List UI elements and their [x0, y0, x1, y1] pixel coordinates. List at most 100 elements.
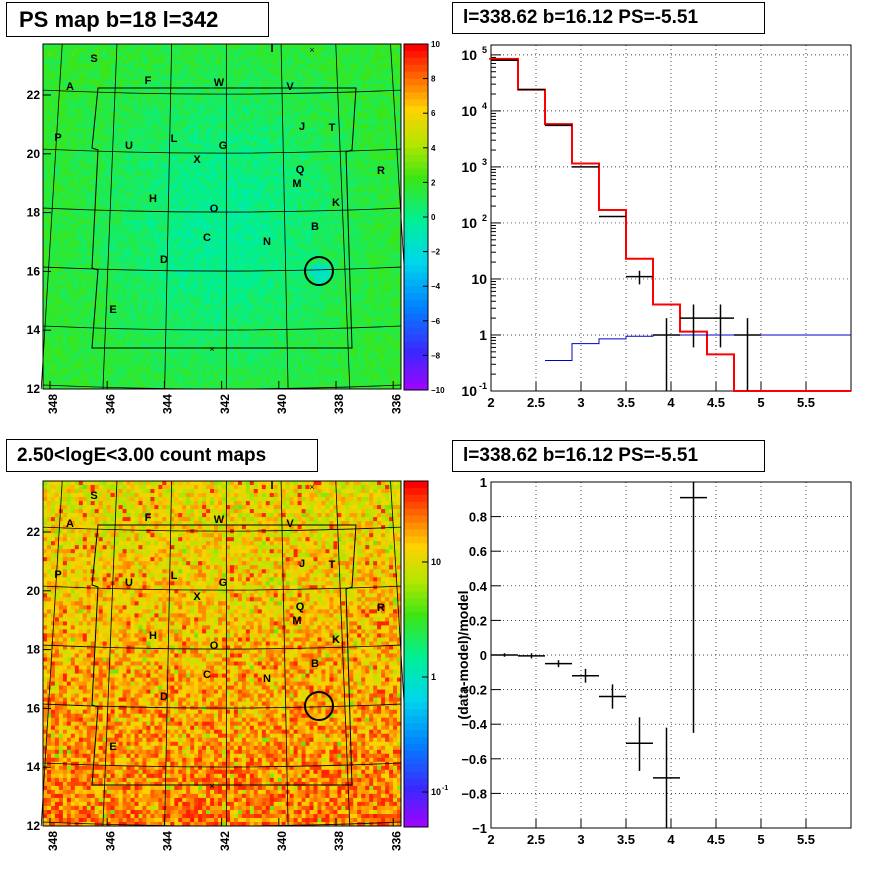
map-pixel	[277, 84, 283, 89]
map-pixel	[74, 156, 80, 161]
map-pixel	[253, 44, 259, 49]
map-pixel	[241, 108, 247, 113]
map-pixel	[341, 252, 346, 257]
map-pixel	[106, 132, 111, 137]
map-pixel	[134, 260, 139, 265]
map-pixel	[321, 116, 326, 121]
map-pixel	[309, 204, 314, 209]
map-pixel	[150, 176, 155, 181]
map-pixel	[70, 204, 76, 209]
map-pixel	[130, 192, 135, 197]
map-pixel	[301, 220, 306, 225]
map-pixel	[233, 48, 239, 53]
map-pixel	[297, 212, 302, 217]
map-pixel	[158, 76, 163, 81]
map-pixel	[309, 212, 314, 217]
map-pixel	[397, 160, 402, 165]
map-pixel	[265, 148, 271, 153]
map-pixel	[186, 192, 191, 197]
map-pixel	[285, 160, 290, 165]
map-pixel	[373, 244, 378, 249]
map-pixel	[198, 68, 203, 73]
map-pixel	[150, 240, 155, 245]
map-pixel	[62, 104, 68, 109]
map-pixel	[373, 132, 378, 137]
map-pixel	[249, 228, 255, 233]
map-pixel	[162, 144, 167, 149]
map-pixel	[58, 236, 64, 241]
map-pixel	[126, 132, 131, 137]
map-pixel	[381, 216, 386, 221]
map-pixel	[297, 248, 302, 253]
map-pixel	[237, 256, 243, 261]
map-pixel	[178, 128, 183, 133]
map-pixel	[210, 120, 215, 125]
map-pixel	[257, 212, 263, 217]
map-pixel	[122, 240, 127, 245]
map-pixel	[265, 112, 271, 117]
map-pixel	[313, 164, 318, 169]
map-pixel	[385, 180, 390, 185]
map-pixel	[138, 44, 143, 49]
map-pixel	[301, 168, 306, 173]
map-pixel	[249, 108, 255, 113]
map-pixel	[361, 60, 366, 65]
map-pixel	[297, 124, 302, 129]
map-pixel	[62, 252, 68, 257]
map-pixel	[349, 124, 354, 129]
map-pixel	[289, 248, 294, 253]
map-pixel	[58, 224, 64, 229]
map-pixel	[361, 68, 366, 73]
map-pixel	[102, 156, 108, 161]
map-pixel	[47, 80, 52, 85]
map-pixel	[341, 184, 346, 189]
map-pixel	[110, 92, 115, 97]
map-pixel	[237, 216, 243, 221]
map-pixel	[293, 52, 298, 57]
map-pixel	[62, 76, 68, 81]
map-pixel	[54, 140, 60, 145]
map-pixel	[58, 248, 64, 253]
map-pixel	[174, 196, 179, 201]
map-pixel	[337, 192, 342, 197]
map-pixel	[210, 72, 215, 77]
map-pixel	[174, 180, 179, 185]
map-pixel	[170, 224, 175, 229]
map-pixel	[285, 72, 290, 77]
map-pixel	[393, 48, 398, 53]
map-pixel	[194, 196, 199, 201]
map-pixel	[206, 232, 211, 237]
map-pixel	[397, 220, 402, 225]
map-pixel	[249, 148, 255, 153]
map-pixel	[90, 128, 96, 133]
map-pixel	[182, 148, 187, 153]
map-pixel	[74, 108, 80, 113]
map-pixel	[329, 128, 334, 133]
map-pixel	[341, 116, 346, 121]
map-pixel	[138, 68, 143, 73]
map-pixel	[361, 216, 366, 221]
map-pixel	[74, 48, 80, 53]
map-pixel	[369, 72, 374, 77]
map-pixel	[138, 224, 143, 229]
map-pixel	[265, 244, 271, 249]
map-pixel	[285, 236, 290, 241]
map-pixel	[281, 72, 287, 77]
map-pixel	[230, 96, 235, 101]
map-pixel	[142, 116, 147, 121]
map-pixel	[305, 172, 310, 177]
map-pixel	[162, 60, 167, 65]
map-pixel	[309, 124, 314, 129]
map-pixel	[94, 184, 100, 189]
map-pixel	[138, 156, 143, 161]
map-pixel	[74, 112, 80, 117]
map-pixel	[329, 204, 334, 209]
map-pixel	[289, 164, 294, 169]
map-pixel	[51, 220, 56, 225]
map-pixel	[285, 80, 290, 85]
map-pixel	[190, 68, 195, 73]
map-pixel	[329, 76, 334, 81]
map-pixel	[54, 60, 60, 65]
map-pixel	[241, 148, 247, 153]
map-pixel	[277, 224, 283, 229]
